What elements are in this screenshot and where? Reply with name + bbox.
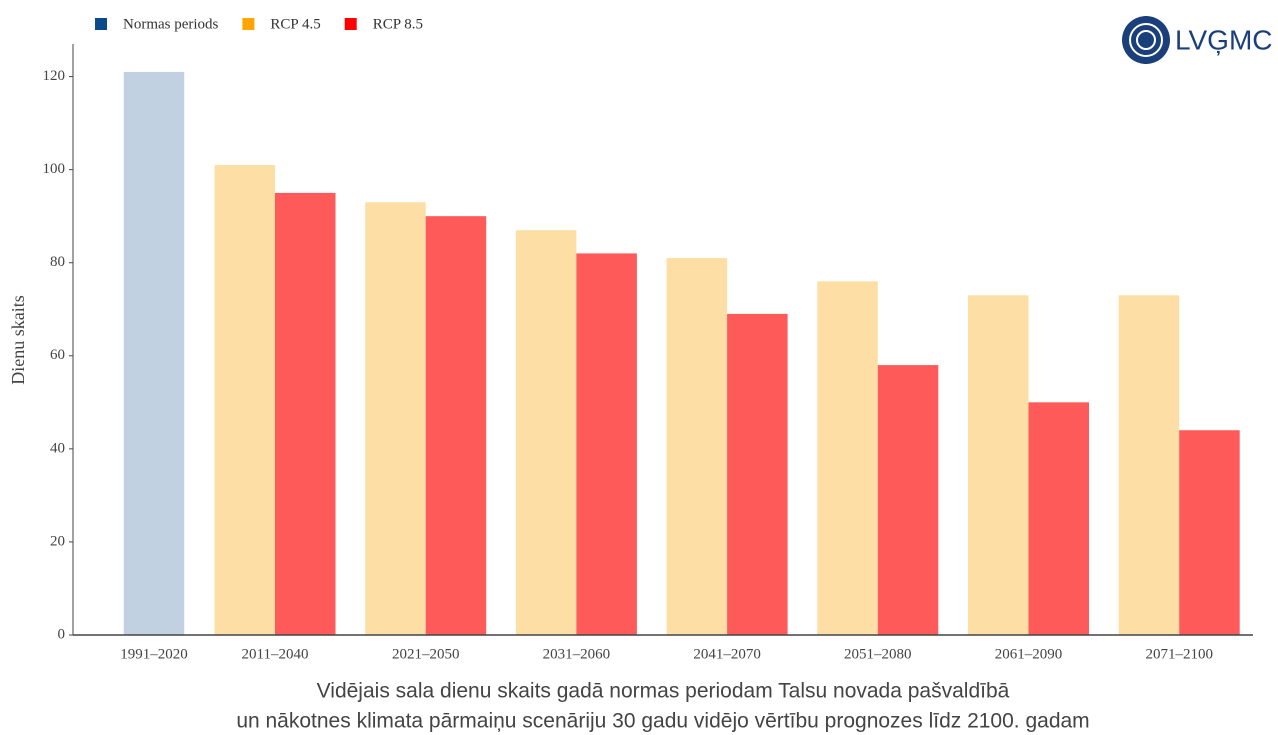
- chart-title: un nākotnes klimata pārmaiņu scenāriju 3…: [236, 710, 1089, 733]
- legend-label: Normas periods: [123, 16, 219, 32]
- y-tick-label: 20: [50, 533, 65, 549]
- bar: [515, 230, 577, 636]
- chart-title: Vidējais sala dienu skaits gadā normas p…: [317, 680, 1010, 703]
- x-tick-label: 1991–2020: [120, 646, 188, 662]
- x-tick-label: 2071–2100: [1145, 646, 1213, 662]
- y-axis-label: Dienu skaits: [8, 295, 28, 385]
- y-tick-label: 120: [43, 68, 66, 84]
- legend-swatch: [344, 18, 357, 30]
- x-tick-label: 2041–2070: [693, 646, 761, 662]
- legend-label: RCP 4.5: [270, 16, 320, 32]
- bar: [425, 216, 487, 636]
- x-tick-label: 2061–2090: [995, 646, 1063, 662]
- bar: [365, 202, 426, 636]
- logo: LVĢMC: [1122, 16, 1273, 64]
- bar: [214, 164, 275, 635]
- y-tick-label: 40: [50, 440, 65, 456]
- bar: [1028, 402, 1089, 635]
- legend-label: RCP 8.5: [373, 16, 423, 32]
- bar: [275, 192, 336, 635]
- bar: [576, 253, 637, 635]
- logo-text: LVĢMC: [1175, 24, 1273, 55]
- legend-swatch: [95, 18, 107, 30]
- x-tick-label: 2011–2040: [242, 646, 309, 662]
- legend-swatch: [242, 18, 255, 30]
- bar: [1118, 295, 1180, 635]
- x-tick-label: 2021–2050: [392, 646, 460, 662]
- bar: [666, 258, 728, 635]
- x-tick-label: 2031–2060: [543, 646, 611, 662]
- bar: [123, 71, 185, 635]
- bar: [877, 365, 939, 635]
- y-tick-label: 100: [43, 161, 66, 177]
- logo-icon: [1129, 23, 1163, 57]
- bar: [1179, 430, 1240, 635]
- x-tick-label: 2051–2080: [844, 646, 912, 662]
- y-tick-label: 80: [50, 254, 65, 270]
- y-tick-label: 0: [58, 626, 66, 642]
- bar: [727, 313, 788, 635]
- bar: [817, 281, 878, 635]
- bar: [968, 295, 1029, 635]
- y-tick-label: 60: [50, 347, 65, 363]
- logo-icon: [1136, 30, 1156, 50]
